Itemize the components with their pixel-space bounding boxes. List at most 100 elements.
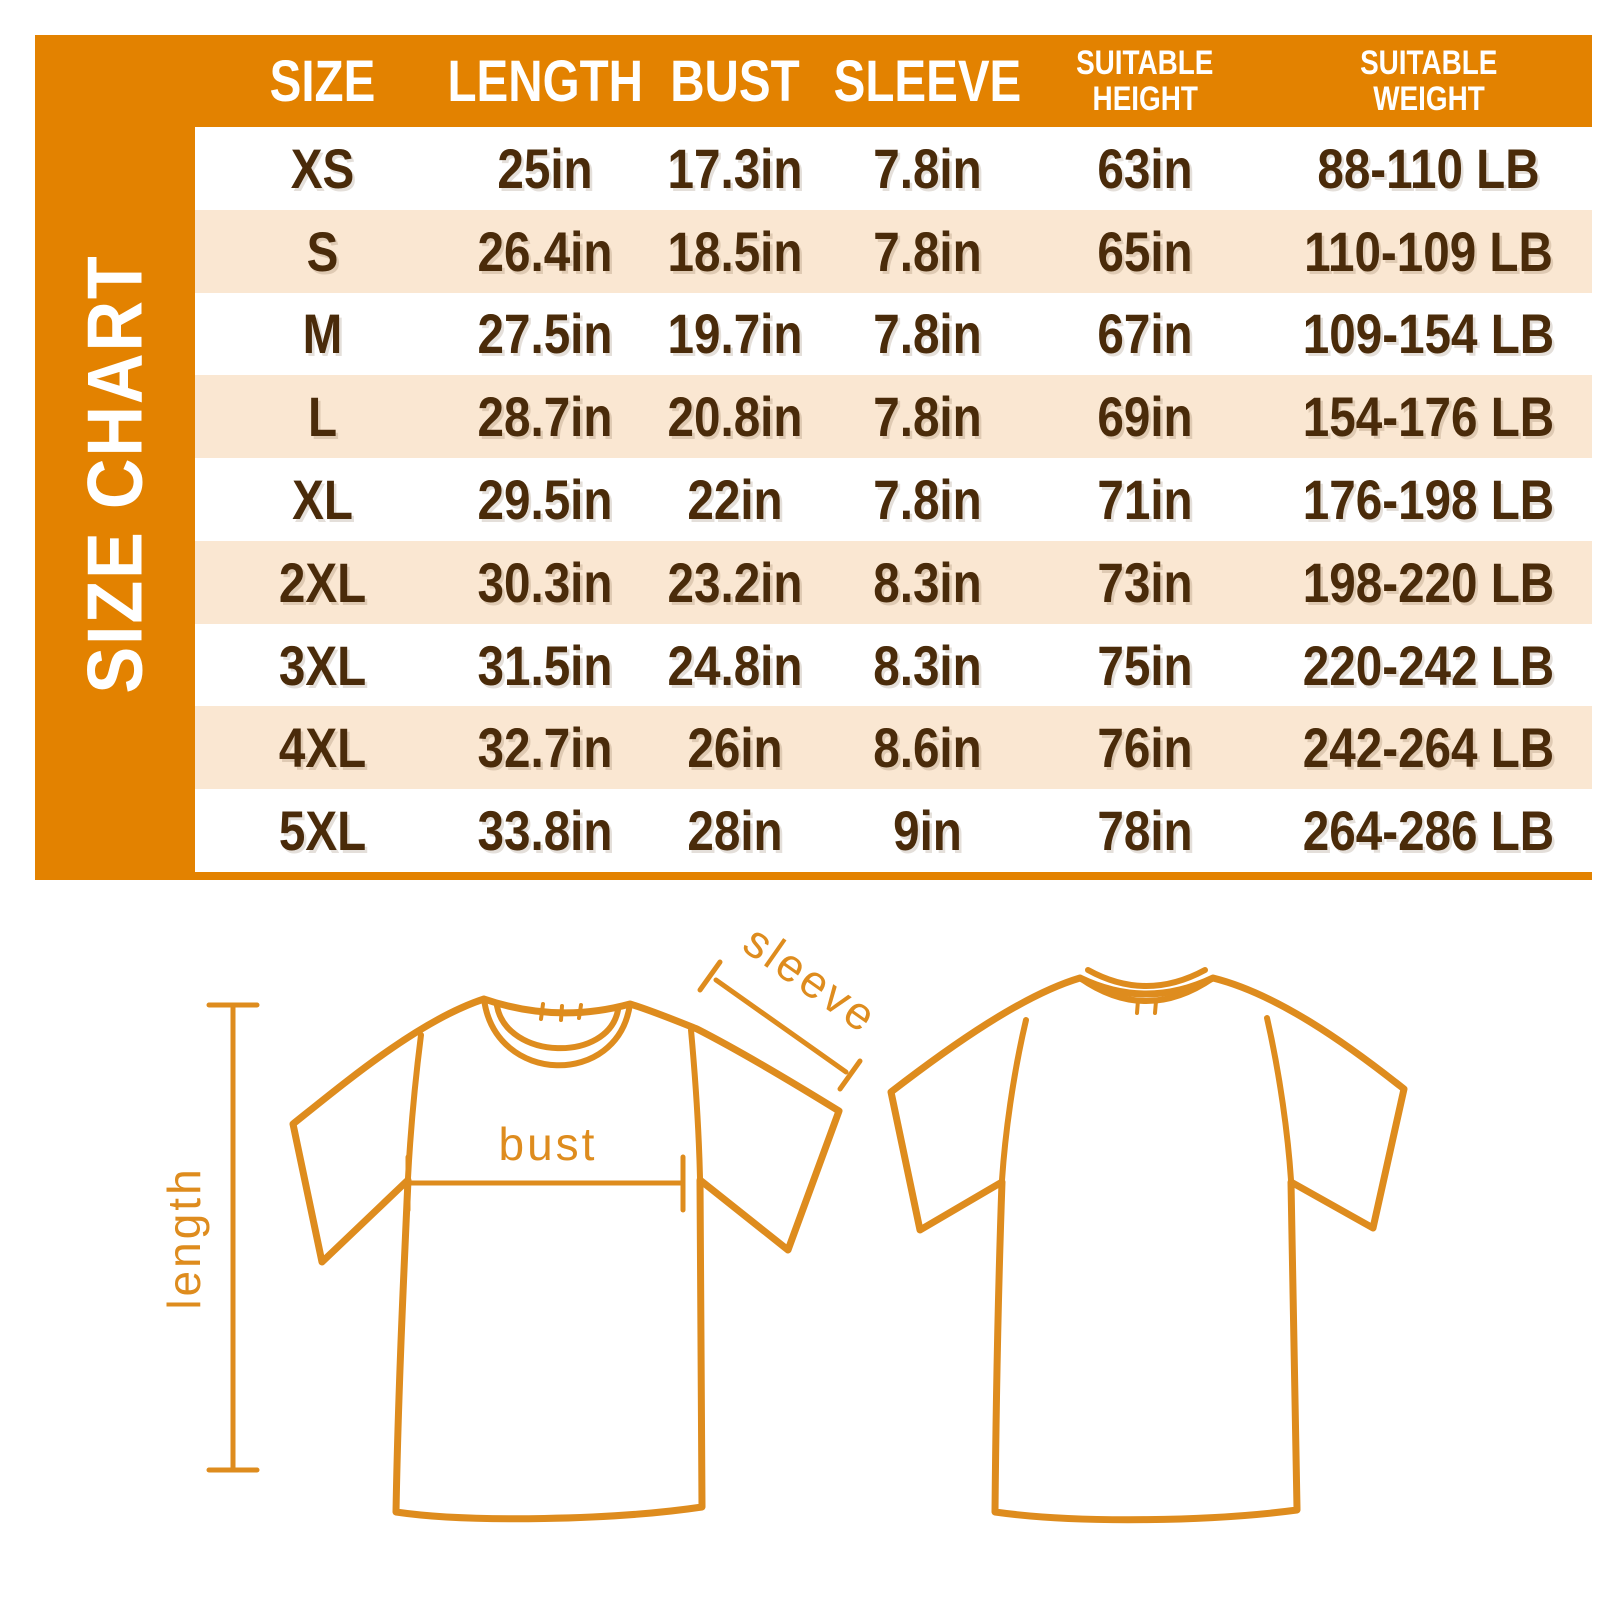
sleeve-measure: sleeve — [697, 914, 888, 1092]
cell-size: XS — [290, 136, 355, 200]
cell-size: 3XL — [278, 633, 367, 697]
cell-size: XL — [292, 468, 353, 532]
cell-bust: 28in — [687, 799, 783, 863]
front-right-seam — [688, 1027, 703, 1181]
cell-sleeve: 8.3in — [873, 633, 982, 697]
cell-size: L — [307, 385, 338, 449]
cell-length: 27.5in — [477, 302, 613, 366]
table-row: M 27.5in 19.7in 7.8in 67in 109-154 LB — [195, 292, 1592, 376]
header-length-label: LENGTH — [447, 48, 643, 114]
cell-suitable-height: 73in — [1097, 550, 1193, 614]
cell-suitable-height: 75in — [1097, 633, 1193, 697]
header-suitable-weight-line1: SUITABLE — [1359, 43, 1498, 82]
table-row: S 26.4in 18.5in 7.8in 65in 110-109 LB — [195, 209, 1592, 293]
cell-length: 31.5in — [477, 633, 613, 697]
size-chart-table: SIZE CHART SIZE LENGTH BUST SLEEVE SUITA… — [35, 35, 1592, 880]
header-length: LENGTH — [447, 35, 643, 127]
table-row: 5XL 33.8in 28in 9in 78in 264-286 LB — [195, 789, 1592, 873]
header-sleeve: SLEEVE — [830, 35, 1025, 127]
cell-length: 26.4in — [477, 219, 613, 283]
bust-measure: bust — [405, 1118, 686, 1213]
table-row: XS 25in 17.3in 7.8in 63in 88-110 LB — [195, 127, 1592, 210]
cell-suitable-weight: 110-109 LB — [1304, 219, 1553, 283]
table-row: XL 29.5in 22in 7.8in 71in 176-198 LB — [195, 458, 1592, 541]
back-collar-top — [1085, 967, 1208, 989]
header-suitable-height: SUITABLE HEIGHT — [1025, 35, 1265, 127]
cell-suitable-height: 65in — [1097, 219, 1193, 283]
header-size: SIZE — [195, 35, 450, 127]
cell-length: 28.7in — [477, 385, 613, 449]
cell-suitable-height: 76in — [1097, 716, 1193, 780]
cell-sleeve: 8.6in — [873, 716, 982, 780]
cell-suitable-weight: 88-110 LB — [1317, 136, 1540, 200]
bust-label: bust — [499, 1118, 598, 1170]
back-collar-ribbing — [1135, 998, 1158, 1015]
table-row: 4XL 32.7in 26in 8.6in 76in 242-264 LB — [195, 706, 1592, 790]
length-label: length — [158, 1166, 210, 1309]
cell-length: 25in — [497, 136, 593, 200]
sleeve-label: sleeve — [734, 914, 887, 1043]
cell-size: M — [302, 302, 343, 366]
table-row: 2XL 30.3in 23.2in 8.3in 73in 198-220 LB — [195, 540, 1592, 624]
back-collar-outer — [1077, 975, 1216, 1004]
back-left-seam — [999, 1017, 1029, 1183]
cell-suitable-height: 67in — [1097, 302, 1193, 366]
header-sleeve-label: SLEEVE — [833, 48, 1022, 114]
cell-suitable-weight: 242-264 LB — [1302, 716, 1555, 780]
cell-sleeve: 7.8in — [873, 136, 982, 200]
cell-length: 33.8in — [477, 799, 613, 863]
cell-size: 5XL — [278, 799, 367, 863]
table-header: SIZE LENGTH BUST SLEEVE SUITABLE HEIGHT … — [195, 35, 1592, 127]
table-row: L 28.7in 20.8in 7.8in 69in 154-176 LB — [195, 375, 1592, 459]
cell-length: 29.5in — [477, 468, 613, 532]
cell-suitable-weight: 109-154 LB — [1302, 302, 1555, 366]
front-collar-inner — [494, 1003, 621, 1052]
header-suitable-weight-line2: WEIGHT — [1372, 80, 1485, 118]
cell-size: 2XL — [278, 550, 367, 614]
page-title: SIZE CHART — [70, 254, 159, 694]
cell-bust: 23.2in — [667, 550, 803, 614]
length-measure: length — [158, 1002, 260, 1473]
cell-size: S — [306, 219, 339, 283]
cell-suitable-weight: 154-176 LB — [1302, 385, 1555, 449]
cell-suitable-weight: 220-242 LB — [1302, 633, 1555, 697]
cell-sleeve: 7.8in — [873, 302, 982, 366]
cell-suitable-weight: 198-220 LB — [1302, 550, 1555, 614]
header-suitable-height-line1: SUITABLE — [1076, 43, 1214, 82]
tshirt-front-outline — [289, 995, 843, 1523]
table-row: 3XL 31.5in 24.8in 8.3in 75in 220-242 LB — [195, 623, 1592, 707]
cell-sleeve: 8.3in — [873, 550, 982, 614]
cell-suitable-weight: 176-198 LB — [1302, 468, 1555, 532]
cell-suitable-height: 78in — [1097, 799, 1193, 863]
cell-bust: 17.3in — [667, 136, 803, 200]
cell-bust: 19.7in — [667, 302, 803, 366]
header-bust-label: BUST — [670, 48, 800, 114]
cell-length: 30.3in — [477, 550, 613, 614]
cell-suitable-height: 63in — [1097, 136, 1193, 200]
cell-bust: 24.8in — [667, 633, 803, 697]
cell-size: 4XL — [278, 716, 367, 780]
tshirt-measurement-diagram: sleeve bust length — [158, 914, 1408, 1524]
cell-bust: 22in — [687, 468, 783, 532]
header-suitable-weight: SUITABLE WEIGHT — [1265, 35, 1592, 127]
cell-sleeve: 9in — [893, 799, 962, 863]
header-suitable-height-line2: HEIGHT — [1092, 80, 1198, 118]
back-right-seam — [1264, 1015, 1294, 1183]
cell-bust: 18.5in — [667, 219, 803, 283]
header-size-label: SIZE — [269, 48, 376, 114]
cell-suitable-weight: 264-286 LB — [1302, 799, 1555, 863]
front-collar-outer — [481, 996, 633, 1069]
cell-sleeve: 7.8in — [873, 385, 982, 449]
cell-bust: 20.8in — [667, 385, 803, 449]
cell-sleeve: 7.8in — [873, 468, 982, 532]
cell-bust: 26in — [687, 716, 783, 780]
cell-length: 32.7in — [477, 716, 613, 780]
tshirt-back-outline — [887, 967, 1408, 1524]
cell-sleeve: 7.8in — [873, 219, 982, 283]
cell-suitable-height: 71in — [1097, 468, 1193, 532]
cell-suitable-height: 69in — [1097, 385, 1193, 449]
front-collar-ribbing — [539, 1002, 583, 1022]
table-body: XS 25in 17.3in 7.8in 63in 88-110 LB S 26… — [195, 127, 1592, 873]
header-bust: BUST — [640, 35, 830, 127]
